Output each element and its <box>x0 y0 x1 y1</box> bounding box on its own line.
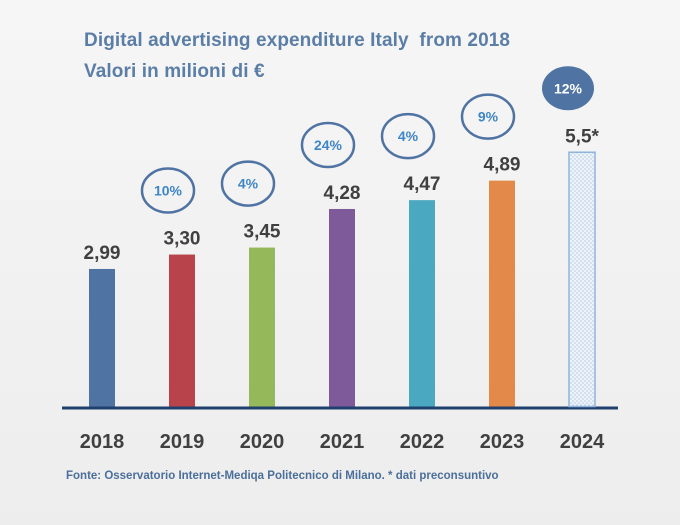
bar-2023 <box>489 180 515 407</box>
bar-2020 <box>249 247 275 407</box>
source-note: Fonte: Osservatorio Internet-Mediqa Poli… <box>66 470 499 482</box>
chart-subtitle: Valori in milioni di € <box>84 61 265 82</box>
growth-bubble-2022 <box>380 112 436 160</box>
x-tick-label-2018: 2018 <box>80 431 125 453</box>
bar-2024 <box>568 151 596 408</box>
x-tick-label-2023: 2023 <box>480 431 525 453</box>
growth-bubble-2020 <box>220 160 276 207</box>
value-label-2021: 4,28 <box>324 183 361 204</box>
bar-2018 <box>89 268 115 407</box>
growth-label-2024: 12% <box>554 80 583 96</box>
growth-label-2020: 4% <box>238 176 259 192</box>
chart-title: Digital advertising expenditure Italy fr… <box>84 30 511 51</box>
growth-label-2023: 9% <box>478 109 499 125</box>
value-label-2024: 5,5* <box>565 126 599 147</box>
growth-label-2022: 4% <box>398 128 419 144</box>
growth-bubble-2023 <box>460 93 516 140</box>
bar-2019 <box>169 254 195 407</box>
value-label-2018: 2,99 <box>84 243 121 264</box>
growth-label-2021: 24% <box>314 137 343 153</box>
value-label-2022: 4,47 <box>404 174 441 195</box>
growth-bubble-2024 <box>542 66 594 111</box>
growth-bubble-2021 <box>300 121 356 169</box>
x-tick-label-2024: 2024 <box>560 431 605 453</box>
value-label-2019: 3,30 <box>164 229 201 250</box>
x-tick-label-2021: 2021 <box>320 431 365 453</box>
x-tick-label-2019: 2019 <box>160 431 205 453</box>
growth-bubble-2019 <box>140 167 196 214</box>
x-tick-label-2020: 2020 <box>240 431 285 453</box>
bar-2022 <box>409 200 435 407</box>
value-label-2023: 4,89 <box>484 155 521 176</box>
growth-label-2019: 10% <box>154 183 183 199</box>
x-tick-label-2022: 2022 <box>400 431 445 453</box>
value-label-2020: 3,45 <box>244 222 281 243</box>
bar-2021 <box>329 208 355 407</box>
